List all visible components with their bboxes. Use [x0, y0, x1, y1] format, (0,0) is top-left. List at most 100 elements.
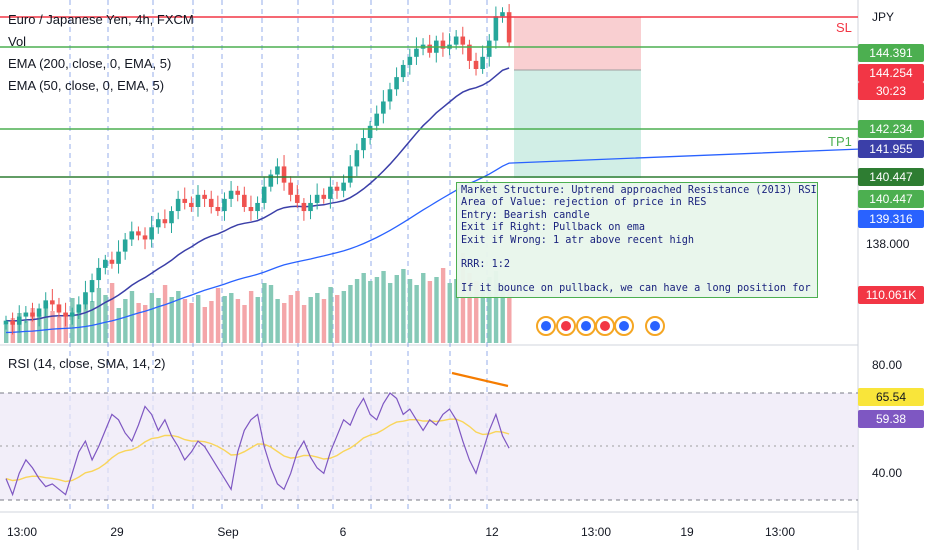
- volume-bar: [460, 253, 466, 343]
- candle-body: [89, 280, 95, 293]
- candle-body: [96, 267, 101, 281]
- candle-body: [268, 174, 274, 187]
- volume-bar: [202, 307, 207, 343]
- volume-bar: [255, 297, 260, 343]
- volume-bar: [288, 295, 294, 343]
- position-zones: [514, 17, 641, 178]
- volume-bar: [434, 277, 439, 343]
- volume-bar: [361, 273, 366, 343]
- volume-bar: [368, 281, 373, 343]
- volume-bar: [374, 277, 380, 343]
- rsi-tick-40: 40.00: [872, 466, 903, 480]
- price-tag: 142.234: [858, 120, 924, 138]
- event-marker-dot: [541, 321, 551, 331]
- volume-bar: [30, 308, 35, 343]
- volume-bar: [354, 279, 360, 343]
- candle-body: [36, 308, 42, 317]
- candle-body: [301, 202, 307, 212]
- volume-bar: [301, 305, 307, 343]
- volume-bar: [222, 296, 227, 343]
- candle-body: [169, 211, 174, 224]
- volume-bar: [268, 285, 274, 343]
- candle-body: [43, 300, 49, 309]
- volume-bar: [381, 271, 386, 343]
- volume-bar: [421, 273, 426, 343]
- volume-bar: [195, 295, 201, 343]
- candle-body: [255, 202, 260, 212]
- rsi-sma-line: [5, 418, 510, 483]
- volume-bar: [169, 297, 174, 343]
- volume-bar: [427, 281, 433, 343]
- rsi-line: [5, 392, 510, 497]
- candle-body: [195, 194, 201, 207]
- volume-bar: [248, 291, 254, 343]
- candle-body: [314, 194, 320, 203]
- rsi-pane: [0, 371, 858, 501]
- currency-label: JPY: [872, 10, 895, 24]
- candle-body: [129, 231, 135, 240]
- candle-body: [76, 304, 82, 313]
- event-marker-dot: [650, 321, 660, 331]
- volume-bar: [4, 325, 9, 343]
- candle-body: [103, 259, 108, 268]
- candle-body: [328, 186, 333, 199]
- candle-body: [155, 219, 161, 228]
- price-tag: 140.447: [858, 190, 924, 208]
- level-lines: [0, 16, 858, 178]
- candle-body: [387, 89, 393, 102]
- volume-bar: [215, 288, 221, 343]
- price-tag: 139.316: [858, 210, 924, 228]
- candle-body: [215, 207, 221, 212]
- candle-body: [367, 125, 373, 138]
- candle-body: [248, 207, 254, 212]
- note-line: RRR: 1:2: [461, 259, 511, 271]
- candle-body: [162, 219, 168, 224]
- candle-body: [228, 190, 234, 199]
- volume-bar: [149, 293, 155, 343]
- volume-bar: [43, 303, 49, 343]
- time-tick: 13:00: [764, 525, 796, 539]
- volume-bar: [189, 303, 194, 343]
- ema-lines: [5, 67, 859, 334]
- candle-body: [467, 44, 472, 61]
- candle-body: [56, 304, 62, 313]
- vol-legend: Vol: [8, 34, 27, 49]
- volume-bar: [116, 308, 121, 343]
- candle-body: [23, 312, 29, 317]
- candle-body: [30, 312, 35, 317]
- volume-bar: [275, 299, 280, 343]
- event-markers: [536, 316, 665, 336]
- candle-body: [381, 101, 386, 114]
- time-tick: 6: [339, 525, 347, 539]
- candle-body: [175, 198, 181, 212]
- candle-body: [69, 312, 75, 317]
- candle-body: [16, 316, 22, 325]
- volume-bar: [182, 299, 188, 343]
- candle-body: [294, 194, 300, 203]
- volume-bar: [348, 285, 353, 343]
- note-line: [461, 247, 813, 259]
- time-tick: 19: [680, 525, 694, 539]
- rsi-band: [0, 393, 858, 500]
- volume-bar: [229, 293, 234, 343]
- candle-body: [321, 194, 327, 199]
- ema-200-line: [5, 148, 859, 334]
- volume-bar: [407, 279, 413, 343]
- candle-body: [275, 166, 280, 175]
- event-marker-dot: [581, 321, 591, 331]
- candle-body: [506, 12, 512, 43]
- tp1-label: TP1: [828, 134, 852, 149]
- volume-bar: [176, 291, 181, 343]
- price-tag: 144.391: [858, 44, 924, 62]
- note-line: Market Structure: Uptrend approached Res…: [461, 185, 817, 196]
- candle-body: [116, 251, 121, 264]
- event-marker-dot: [619, 321, 629, 331]
- note-line: If it bounce on pullback, we can have a …: [461, 283, 817, 295]
- note-line: [461, 271, 813, 283]
- candle-body: [334, 186, 340, 191]
- note-line: Entry: Bearish candle: [461, 209, 590, 221]
- candle-body: [142, 235, 148, 240]
- price-tag: 65.54: [858, 388, 924, 406]
